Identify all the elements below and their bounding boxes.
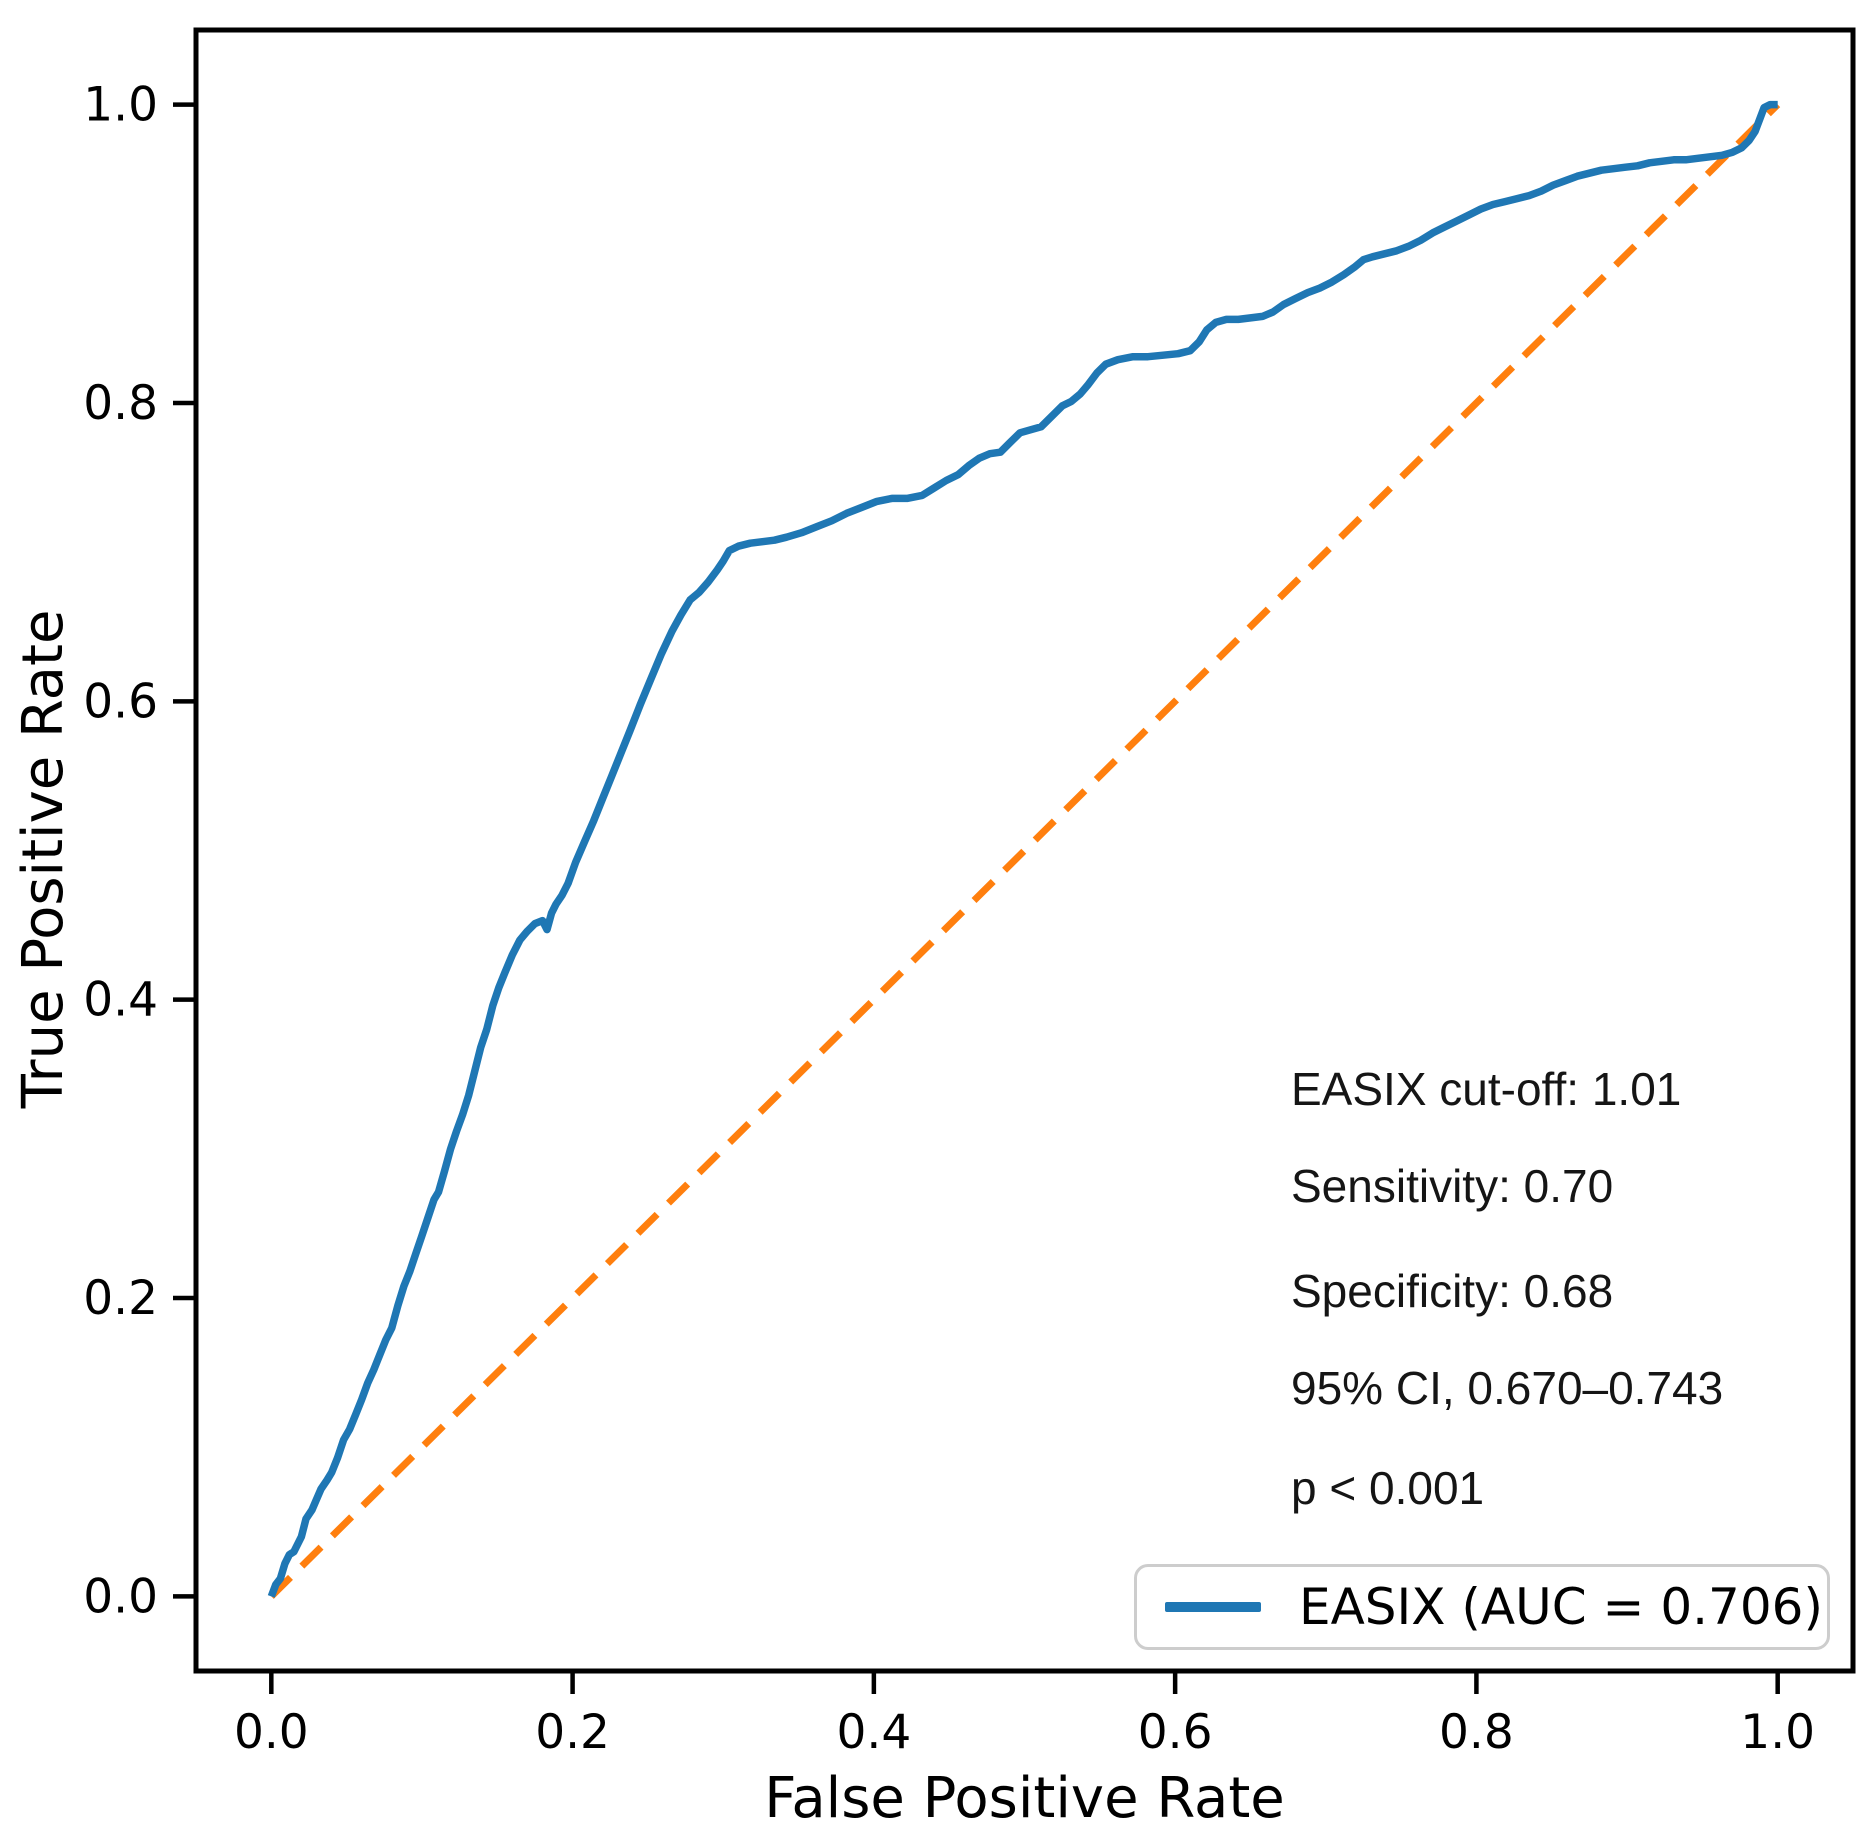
annotation-cutoff: EASIX cut-off: 1.01: [1291, 1063, 1682, 1115]
x-tick-label: 0.8: [1439, 1705, 1514, 1760]
y-tick-label: 0.8: [83, 376, 158, 431]
annotation-sensitivity: Sensitivity: 0.70: [1291, 1160, 1614, 1212]
legend-box: EASIX (AUC = 0.706): [1134, 1564, 1830, 1650]
annotation-p-value: p < 0.001: [1291, 1462, 1485, 1514]
annotation-confidence-interval: 95% CI, 0.670–0.743: [1291, 1362, 1724, 1414]
x-tick-label: 1.0: [1740, 1705, 1815, 1760]
roc-curve-line: [267, 100, 1778, 1598]
chance-diagonal-line: [268, 102, 1781, 1599]
x-tick-label: 0.0: [234, 1705, 309, 1760]
legend-line-sample: [1165, 1602, 1261, 1612]
x-axis-label: False Positive Rate: [764, 1766, 1285, 1831]
x-tick-label: 0.4: [836, 1705, 911, 1760]
x-tick-label: 0.6: [1138, 1705, 1213, 1760]
axes-spines: [193, 27, 1856, 1674]
y-axis-label: True Positive Rate: [11, 609, 76, 1109]
annotation-specificity: Specificity: 0.68: [1291, 1265, 1614, 1317]
y-tick-label: 0.0: [83, 1569, 158, 1624]
y-tick-label: 0.6: [83, 674, 158, 729]
y-tick-label: 0.4: [83, 973, 158, 1028]
y-tick-label: 0.2: [83, 1271, 158, 1326]
y-tick-label: 1.0: [83, 78, 158, 133]
legend-label: EASIX (AUC = 0.706): [1299, 1578, 1823, 1636]
x-tick-label: 0.2: [535, 1705, 610, 1760]
